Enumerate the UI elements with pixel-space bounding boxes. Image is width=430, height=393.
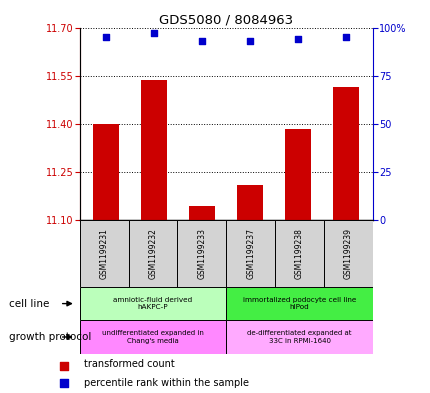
Bar (237, 185, 263, 220)
Bar (226, 287, 372, 320)
Text: transformed count: transformed count (84, 358, 175, 369)
Bar (284, 129, 311, 220)
Point (150, 30, 157, 37)
Text: undifferentiated expanded in
Chang's media: undifferentiated expanded in Chang's med… (102, 330, 203, 344)
Bar (323, 220, 372, 287)
Bar (80, 220, 128, 287)
Point (294, 36, 301, 42)
Text: immortalized podocyte cell line
hIPod: immortalized podocyte cell line hIPod (242, 297, 356, 310)
Bar (80, 320, 226, 354)
Text: GSM1199233: GSM1199233 (197, 228, 206, 279)
Text: GSM1199231: GSM1199231 (99, 228, 108, 279)
Point (61, 363, 68, 369)
Text: GSM1199232: GSM1199232 (148, 228, 157, 279)
Point (61, 380, 68, 386)
Bar (226, 220, 274, 287)
Text: cell line: cell line (9, 299, 49, 309)
Title: GDS5080 / 8084963: GDS5080 / 8084963 (159, 13, 293, 26)
Bar (141, 81, 167, 220)
Bar (189, 206, 215, 220)
Text: amniotic-fluid derived
hAKPC-P: amniotic-fluid derived hAKPC-P (113, 297, 192, 310)
Bar (80, 287, 226, 320)
Point (198, 38, 205, 44)
Bar (177, 220, 226, 287)
Point (342, 34, 349, 40)
Text: growth protocol: growth protocol (9, 332, 91, 342)
Bar (128, 220, 177, 287)
Point (103, 34, 110, 40)
Text: GSM1199239: GSM1199239 (343, 228, 352, 279)
Text: de-differentiated expanded at
33C in RPMI-1640: de-differentiated expanded at 33C in RPM… (247, 330, 351, 344)
Bar (93, 124, 119, 220)
Text: percentile rank within the sample: percentile rank within the sample (84, 378, 249, 388)
Text: GSM1199238: GSM1199238 (295, 228, 303, 279)
Text: GSM1199237: GSM1199237 (246, 228, 255, 279)
Point (246, 38, 253, 44)
Bar (332, 87, 359, 220)
Bar (274, 220, 323, 287)
Bar (226, 320, 372, 354)
